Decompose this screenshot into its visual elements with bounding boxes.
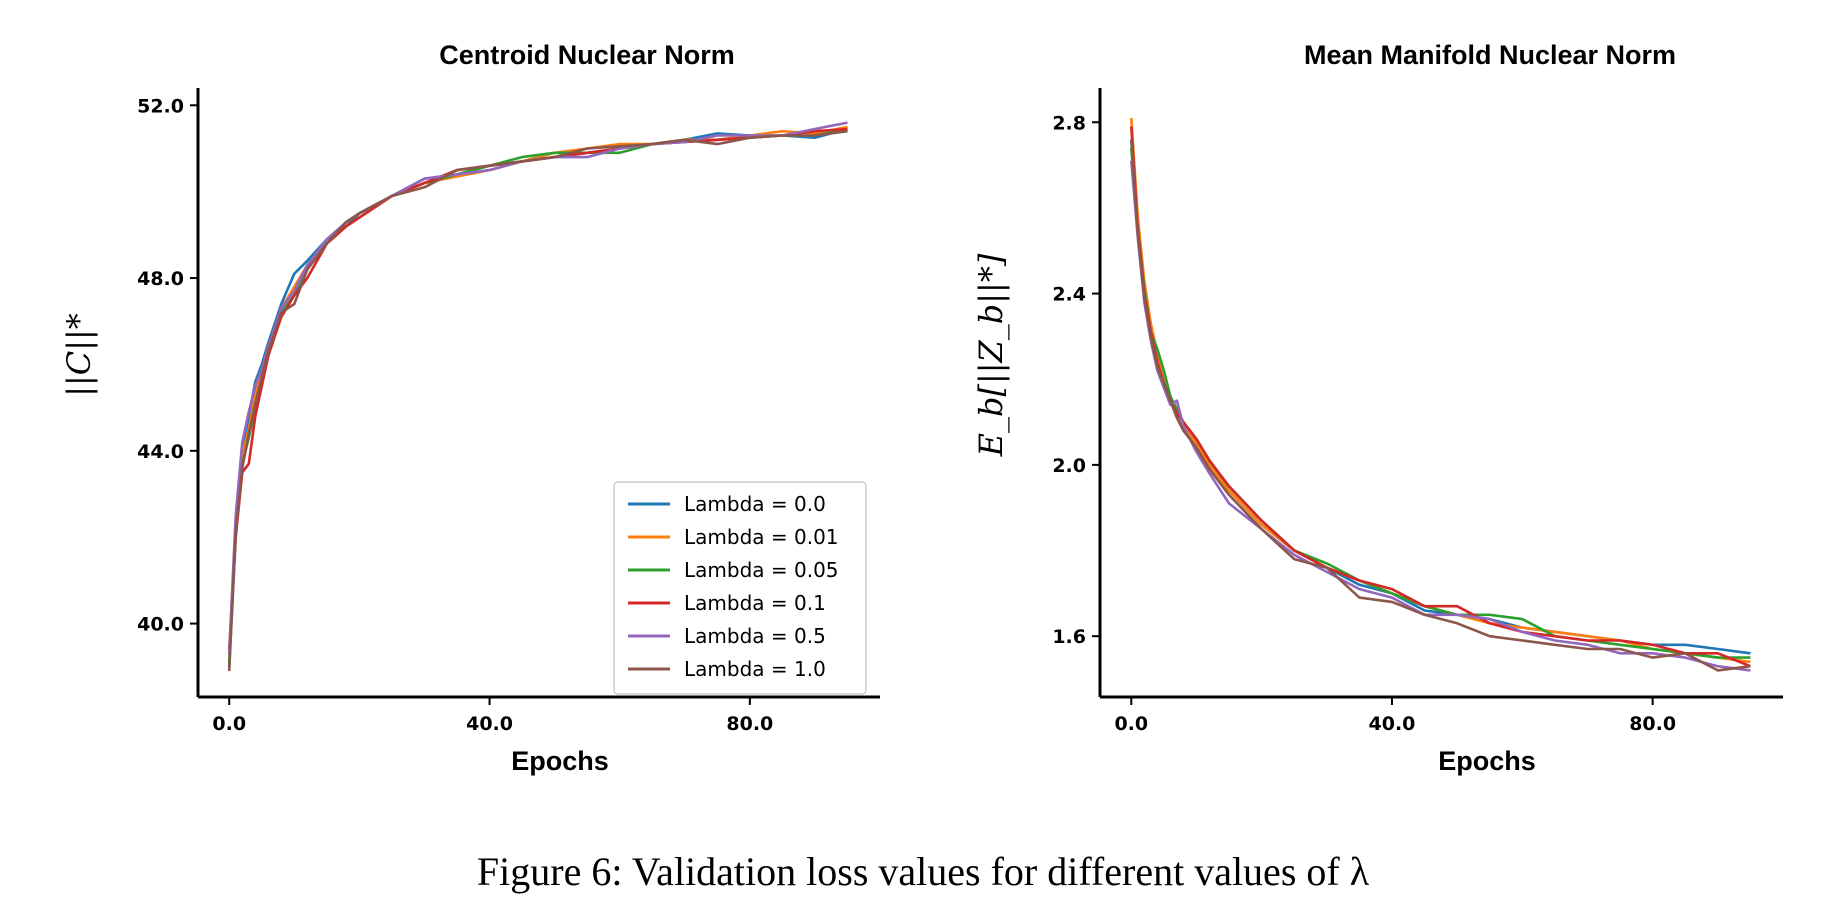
series-line-lambda-1-0 — [227, 129, 848, 672]
x-tick-label: 0.0 — [212, 713, 246, 735]
y-axis-label: ||C||* — [60, 313, 98, 397]
series-line-lambda-0-0 — [1130, 139, 1751, 655]
series-line-lambda-0-5 — [1130, 160, 1751, 672]
series-line-lambda-1-0 — [1130, 139, 1751, 672]
y-tick-label: 48.0 — [137, 268, 184, 290]
legend-label: Lambda = 1.0 — [684, 657, 826, 681]
legend-label: Lambda = 0.5 — [684, 624, 826, 648]
series-lines — [227, 121, 848, 672]
y-tick-label: 1.6 — [1052, 626, 1086, 648]
x-axis-label: Epochs — [1438, 746, 1536, 776]
figure-caption: Figure 6: Validation loss values for dif… — [476, 849, 1370, 894]
y-axis-label: E_b[||Z_b||*] — [972, 253, 1010, 457]
x-tick-label: 40.0 — [466, 713, 513, 735]
y-tick-label: 52.0 — [137, 95, 184, 117]
legend-label: Lambda = 0.0 — [684, 492, 826, 516]
series-line-lambda-0-05 — [1130, 147, 1751, 659]
x-tick-label: 40.0 — [1369, 713, 1416, 735]
mean-manifold-nuclear-norm-chart: Mean Manifold Nuclear Norm Epochs E_b[||… — [972, 40, 1783, 776]
axes-group: 0.0 40.0 80.0 40.0 44.0 48.0 52.0 — [137, 88, 880, 735]
legend-label: Lambda = 0.01 — [684, 525, 839, 549]
centroid-nuclear-norm-chart: Centroid Nuclear Norm Epochs ||C||* 0.0 4… — [60, 40, 880, 776]
chart-title: Centroid Nuclear Norm — [439, 40, 735, 70]
y-tick-label: 40.0 — [137, 614, 184, 636]
legend-label: Lambda = 0.1 — [684, 591, 826, 615]
x-tick-label: 0.0 — [1114, 713, 1148, 735]
series-line-lambda-0-1 — [1130, 126, 1751, 668]
legend-label: Lambda = 0.05 — [684, 558, 839, 582]
series-lines — [1130, 117, 1751, 672]
y-tick-label: 2.4 — [1052, 284, 1086, 306]
chart-title: Mean Manifold Nuclear Norm — [1304, 40, 1676, 70]
axes-group: 0.0 40.0 80.0 1.6 2.0 2.4 2.8 — [1052, 88, 1783, 735]
x-tick-label: 80.0 — [726, 713, 773, 735]
legend-box — [613, 481, 867, 695]
figure-canvas: Centroid Nuclear Norm Epochs ||C||* 0.0 4… — [60, 40, 1783, 776]
y-tick-label: 2.0 — [1052, 455, 1086, 477]
legend: Lambda = 0.0 Lambda = 0.01 Lambda = 0.05 La… — [613, 481, 867, 695]
x-axis-label: Epochs — [511, 746, 609, 776]
x-tick-label: 80.0 — [1629, 713, 1676, 735]
series-line-lambda-0-01 — [1130, 117, 1751, 664]
series-line-lambda-0-5 — [227, 121, 848, 654]
y-tick-label: 2.8 — [1052, 112, 1086, 134]
y-tick-label: 44.0 — [137, 441, 184, 463]
